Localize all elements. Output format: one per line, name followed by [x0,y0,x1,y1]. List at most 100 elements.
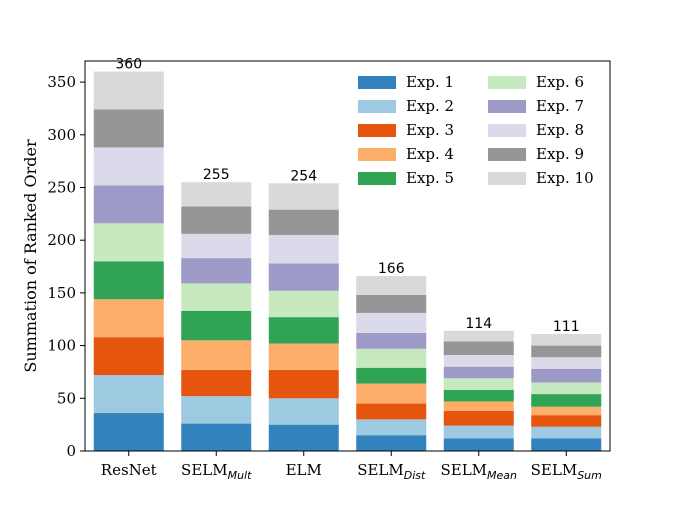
x-tick-label-subscript: Dist [404,469,426,482]
bar-segment-4-exp-9 [356,295,427,313]
bar-segment-3-exp-9 [268,209,339,235]
total-label-1: 360 [115,57,142,73]
legend-label: Exp. 7 [536,97,584,115]
bar-segment-3-exp-3 [268,369,339,399]
bar-segment-4-exp-10 [356,276,427,295]
bar-segment-6-exp-3 [531,415,602,427]
bar-segment-2-exp-10 [181,182,252,207]
bar-segment-2-exp-1 [181,423,252,451]
legend-item-exp-7: Exp. 7 [488,97,584,115]
bar-segment-3-exp-8 [268,234,339,264]
y-tick-label: 100 [47,337,76,355]
legend-item-exp-4: Exp. 4 [358,145,454,163]
bar-segment-6-exp-8 [531,357,602,369]
bar-segment-5-exp-8 [443,355,514,367]
bar-segment-1-exp-1 [93,413,164,451]
y-tick-label: 50 [57,389,76,407]
bars-layer [93,71,602,451]
legend-label: Exp. 4 [406,145,454,163]
legend-swatch [358,172,396,185]
bar-segment-3-exp-1 [268,424,339,451]
x-tick-label-base: SELM [440,461,487,479]
x-axis: ResNet SELMMult ELM SELMDist SELMMean SELMSum [101,451,602,482]
legend-label: Exp. 6 [536,73,584,91]
x-tick-label-6: SELMSum [531,461,602,482]
bar-segment-5-exp-9 [443,341,514,356]
legend-item-exp-3: Exp. 3 [358,121,454,139]
legend-swatch [488,172,526,185]
legend-swatch [488,124,526,137]
total-label-6: 111 [553,319,580,335]
y-tick-label: 0 [66,442,76,460]
bar-segment-4-exp-4 [356,383,427,404]
x-tick-label-4: SELMDist [357,461,426,482]
x-tick-label-1: ResNet [101,461,157,479]
y-tick-label: 250 [47,178,76,196]
legend-label: Exp. 9 [536,145,584,163]
bar-segment-3-exp-2 [268,398,339,425]
y-tick-label: 150 [47,284,76,302]
bar-segment-5-exp-7 [443,366,514,379]
bar-segment-1-exp-3 [93,337,164,376]
bar-segment-5-exp-6 [443,378,514,390]
bar-segment-1-exp-7 [93,185,164,224]
bar-segment-1-exp-4 [93,299,164,338]
bar-segment-4-exp-6 [356,348,427,368]
legend-label: Exp. 1 [406,73,454,91]
x-tick-label-base: SELM [357,461,404,479]
bar-segment-3-exp-4 [268,343,339,370]
x-tick-label-base: ResNet [101,461,157,479]
total-label-2: 255 [203,167,230,183]
legend-item-exp-8: Exp. 8 [488,121,584,139]
bar-segment-5-exp-5 [443,389,514,402]
bar-segment-2-exp-7 [181,258,252,284]
x-tick-label-base: SELM [531,461,578,479]
legend-label: Exp. 3 [406,121,454,139]
y-axis-title: Summation of Ranked Order [21,139,40,373]
legend-swatch [358,148,396,161]
legend-swatch [358,100,396,113]
bar-segment-2-exp-6 [181,283,252,311]
legend-item-exp-2: Exp. 2 [358,97,454,115]
legend-item-exp-6: Exp. 6 [488,73,584,91]
bar-segment-4-exp-7 [356,332,427,349]
legend-item-exp-9: Exp. 9 [488,145,584,163]
legend-item-exp-5: Exp. 5 [358,169,454,187]
legend-label: Exp. 2 [406,97,454,115]
bar-segment-5-exp-2 [443,425,514,439]
bar-segment-6-exp-1 [531,438,602,451]
bar-segment-1-exp-2 [93,375,164,414]
legend-swatch [488,148,526,161]
bar-segment-5-exp-4 [443,401,514,411]
legend-item-exp-1: Exp. 1 [358,73,454,91]
x-tick-label-subscript: Sum [577,469,602,482]
total-label-5: 114 [465,316,492,332]
y-axis: 0 50 100 150 200 250 300 350 [47,73,85,460]
legend-swatch [358,124,396,137]
bar-segment-3-exp-7 [268,263,339,291]
x-tick-label-subscript: Mean [487,469,517,482]
bar-segment-4-exp-8 [356,312,427,333]
bar-segment-1-exp-9 [93,109,164,148]
bar-segment-2-exp-4 [181,340,252,370]
y-tick-label: 200 [47,231,76,249]
total-label-4: 166 [378,261,405,277]
bar-segment-5-exp-1 [443,438,514,451]
bar-segment-4-exp-5 [356,367,427,384]
bar-segment-1-exp-6 [93,223,164,262]
x-tick-label-2: SELMMult [181,461,252,482]
bar-segment-6-exp-10 [531,334,602,346]
bar-segment-6-exp-2 [531,426,602,439]
axes-frame [84,60,611,452]
bar-segment-2-exp-9 [181,206,252,234]
y-tick-label: 300 [47,126,76,144]
bar-segment-2-exp-5 [181,310,252,341]
bar-segment-3-exp-6 [268,290,339,318]
legend-swatch [488,100,526,113]
legend: Exp. 1 Exp. 2 Exp. 3 Exp. 4 Exp. 5 Exp. 6 Exp.… [358,73,594,187]
x-tick-label-subscript: Mult [228,469,253,482]
y-tick-label: 350 [47,73,76,91]
bar-segment-3-exp-10 [268,183,339,210]
bar-segment-2-exp-3 [181,369,252,397]
bar-segment-6-exp-6 [531,382,602,395]
